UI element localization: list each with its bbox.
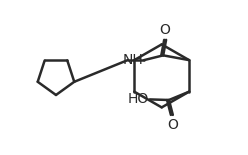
Text: NH: NH <box>122 53 143 67</box>
Text: O: O <box>160 23 171 37</box>
Text: HO: HO <box>127 92 149 106</box>
Text: O: O <box>167 117 178 132</box>
